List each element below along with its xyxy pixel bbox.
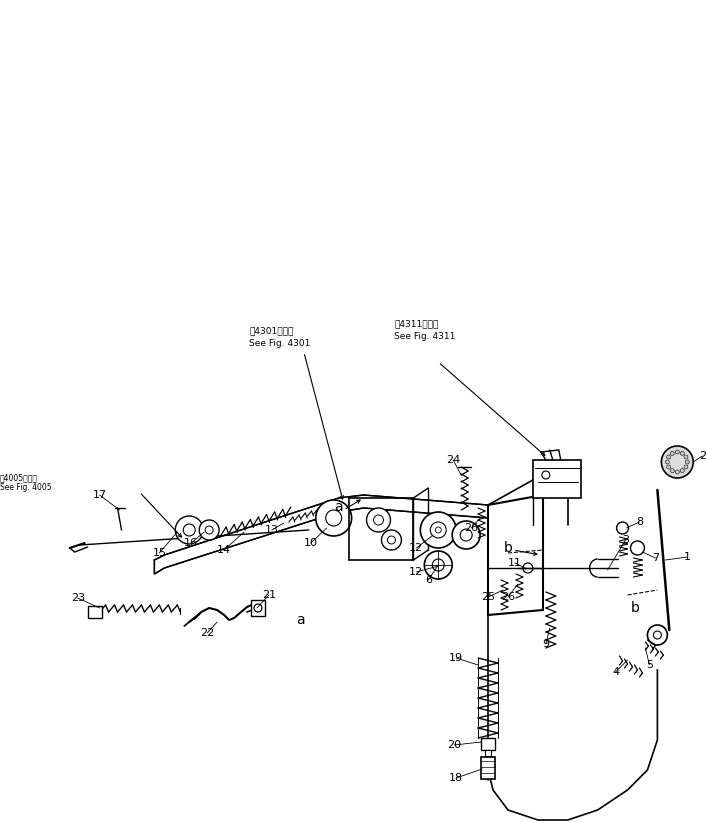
Circle shape [676,450,679,454]
Bar [481,757,495,779]
Polygon shape [155,495,488,574]
Text: 2: 2 [699,451,706,461]
Text: b: b [631,601,640,615]
Text: See Fig. 4311: See Fig. 4311 [395,332,456,341]
Circle shape [684,465,688,469]
Text: 笥4301図参照: 笥4301図参照 [249,326,294,335]
Circle shape [381,530,402,550]
Text: a: a [335,500,343,514]
Circle shape [424,551,453,579]
Circle shape [460,529,472,541]
Circle shape [681,451,684,455]
Text: 笥4311図参照: 笥4311図参照 [395,319,439,328]
Circle shape [436,527,441,533]
Text: a: a [297,613,305,627]
Text: 21: 21 [262,590,276,600]
Circle shape [184,524,196,536]
Text: 13: 13 [265,525,279,535]
Circle shape [665,460,669,464]
Circle shape [670,451,674,455]
Text: 10: 10 [304,538,318,548]
Circle shape [676,470,679,474]
Text: b: b [503,541,513,555]
Text: 11: 11 [508,558,522,568]
Text: 17: 17 [92,490,107,500]
Circle shape [684,455,688,459]
Circle shape [432,559,444,571]
Circle shape [325,510,342,526]
Text: 15: 15 [152,548,167,558]
Text: 24: 24 [446,455,460,465]
Circle shape [430,522,446,538]
Circle shape [316,500,352,536]
Text: 3: 3 [622,535,629,545]
Bar [533,460,581,498]
Bar [88,606,102,618]
Circle shape [666,455,671,459]
Text: See Fig. 4301: See Fig. 4301 [249,339,311,348]
Text: 25: 25 [481,592,495,602]
Text: 12: 12 [409,567,424,577]
Text: 23: 23 [71,593,85,603]
Text: 12: 12 [409,543,424,553]
Bar [485,750,491,756]
Text: 19: 19 [449,653,463,663]
Circle shape [366,508,390,532]
Circle shape [523,563,533,573]
Circle shape [420,512,456,548]
Circle shape [662,446,693,478]
Circle shape [616,522,628,534]
Circle shape [647,625,667,645]
Bar [481,738,495,750]
Text: 26: 26 [464,523,478,533]
Circle shape [175,516,203,544]
Circle shape [199,520,219,540]
Text: 22: 22 [200,628,215,638]
Circle shape [686,460,689,464]
Text: 1: 1 [684,552,690,562]
Text: 笥4005図参照: 笥4005図参照 [0,473,38,482]
Text: 16: 16 [184,538,198,548]
Text: 4: 4 [612,667,619,677]
Text: 18: 18 [449,773,463,783]
Circle shape [373,515,383,525]
Circle shape [542,471,550,479]
Circle shape [388,536,395,544]
Text: 14: 14 [217,545,231,555]
Circle shape [453,521,480,549]
Circle shape [681,469,684,473]
Text: 6: 6 [425,575,432,585]
Text: 20: 20 [447,740,461,750]
Circle shape [630,541,645,555]
Bar [251,600,265,616]
Circle shape [666,465,671,469]
Circle shape [670,469,674,473]
Circle shape [254,604,262,612]
Text: 9: 9 [542,639,549,649]
Text: 5: 5 [646,660,653,670]
Circle shape [205,526,213,534]
Text: See Fig. 4005: See Fig. 4005 [0,483,52,492]
Text: 8: 8 [636,517,643,527]
Text: 26: 26 [501,592,515,602]
Circle shape [654,631,662,639]
Text: 7: 7 [652,553,659,563]
